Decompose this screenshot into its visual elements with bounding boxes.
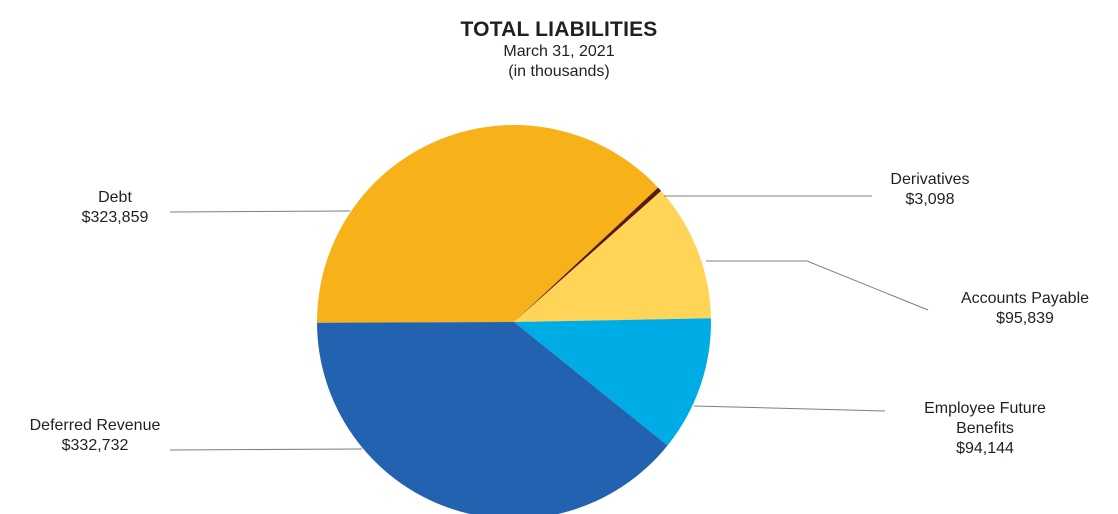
label-debt-value: $323,859	[81, 209, 149, 226]
label-accounts-payable: Accounts Payable $95,839	[940, 289, 1110, 329]
label-derivatives: Derivatives $3,098	[870, 170, 990, 210]
pie-slice-deferred-revenue	[317, 322, 668, 514]
label-debt-name: Debt	[98, 189, 132, 206]
leader-lines	[169, 195, 929, 451]
leader-line-deferred-revenue	[169, 448, 363, 451]
chart-subtitle: March 31, 2021	[503, 43, 615, 60]
label-deferred-revenue-name: Deferred Revenue	[29, 417, 161, 434]
chart-unit-note: (in thousands)	[508, 63, 610, 80]
chart-title: TOTAL LIABILITIES	[460, 18, 658, 41]
label-derivatives-value: $3,098	[905, 191, 955, 208]
pie-slice-employee-future-benefits	[514, 318, 711, 446]
label-deferred-revenue: Deferred Revenue $332,732	[0, 416, 190, 456]
label-deferred-revenue-value: $332,732	[61, 437, 129, 454]
label-accounts-payable-value: $95,839	[996, 310, 1054, 327]
label-employee-future-benefits: Employee Future Benefits $94,144	[905, 399, 1065, 459]
label-debt: Debt $323,859	[40, 188, 190, 228]
chart-header: TOTAL LIABILITIES March 31, 2021 (in tho…	[0, 18, 1118, 82]
pie-slice-accounts-payable	[514, 190, 711, 322]
label-derivatives-name: Derivatives	[890, 171, 970, 188]
pie-slice-debt	[316, 124, 659, 323]
pie-slice-derivatives	[514, 187, 662, 322]
leader-line-debt	[169, 210, 351, 213]
pie-slices	[316, 124, 711, 514]
leader-line-accounts-payable	[706, 260, 929, 311]
leader-line-employee-future-benefits	[693, 405, 886, 412]
label-accounts-payable-name: Accounts Payable	[960, 290, 1090, 307]
label-employee-future-benefits-name: Employee Future Benefits	[924, 400, 1046, 437]
label-employee-future-benefits-value: $94,144	[956, 440, 1014, 457]
